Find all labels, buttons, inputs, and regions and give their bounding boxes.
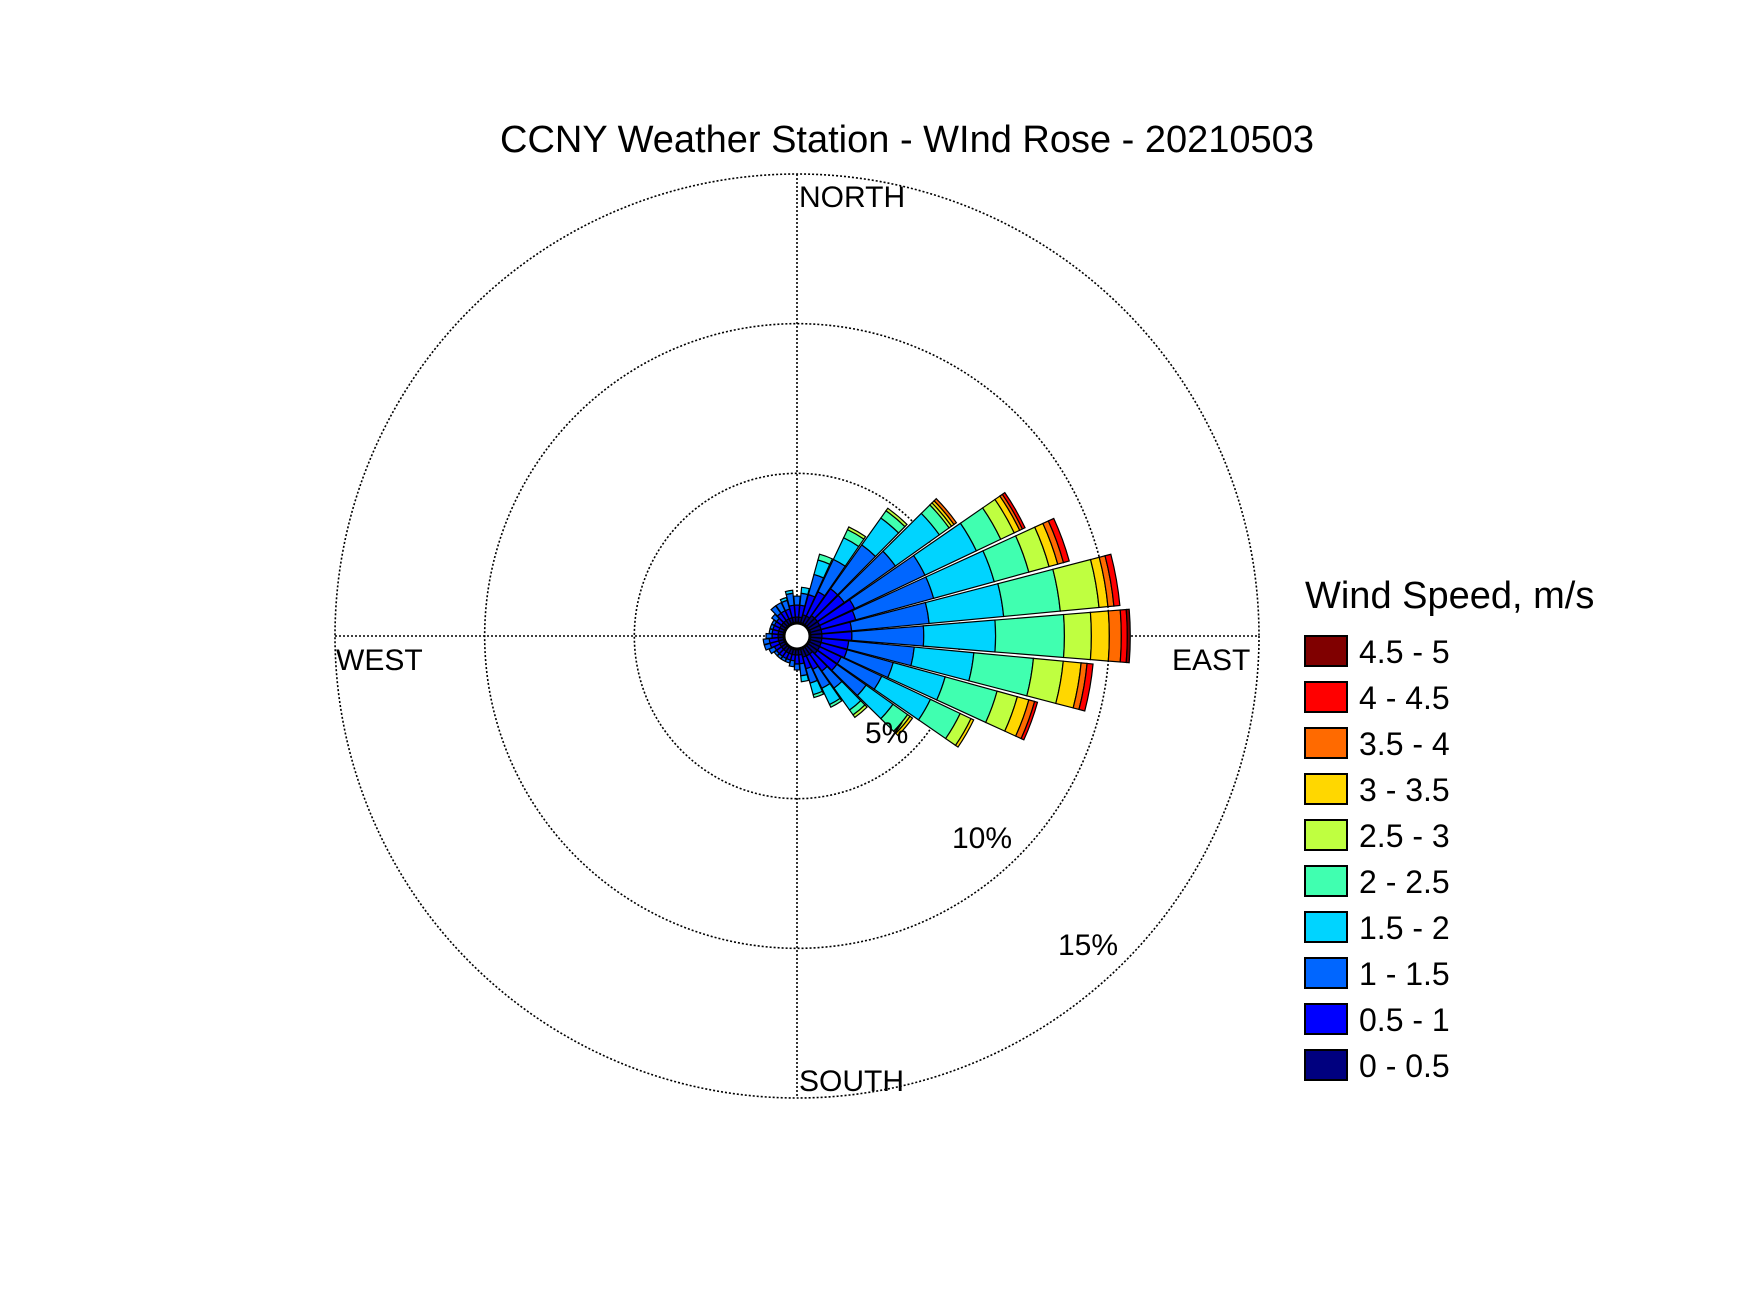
legend-swatch-5: [1304, 865, 1348, 897]
legend-label-4: 2.5 - 3: [1359, 818, 1450, 854]
sector-90-bin-6: [1089, 610, 1110, 662]
sector-60-bin-8: [1001, 491, 1026, 530]
sector-100-bin-8: [1078, 662, 1094, 712]
sector-90-bin-4: [994, 613, 1066, 659]
legend-swatch-3: [1304, 773, 1348, 805]
direction-label-north: NORTH: [799, 181, 905, 214]
sector-80-bin-8: [1104, 553, 1121, 607]
sector-90-bin-3: [922, 619, 997, 653]
legend-label-0: 4.5 - 5: [1359, 634, 1450, 670]
direction-label-east: EAST: [1172, 644, 1250, 677]
sector-130-bin-6: [894, 715, 914, 737]
ring-label-5: 5%: [865, 717, 908, 750]
sector-110-bin-8: [1020, 700, 1039, 741]
chart-title: CCNY Weather Station - WInd Rose - 20210…: [500, 119, 1314, 161]
sector-120-bin-6: [954, 717, 975, 748]
legend-swatch-7: [1304, 957, 1348, 989]
legend-swatch-4: [1304, 819, 1348, 851]
legend-label-3: 3 - 3.5: [1359, 772, 1450, 808]
sector-260-bin-2: [762, 637, 771, 646]
legend-label-6: 1.5 - 2: [1359, 910, 1450, 946]
calm-center: [782, 621, 812, 651]
ring-label-15: 15%: [1058, 929, 1118, 962]
legend-swatch-2: [1304, 727, 1348, 759]
sector-40-bin-5: [885, 507, 908, 528]
direction-label-west: WEST: [336, 644, 423, 677]
legend-label-7: 1 - 1.5: [1359, 956, 1450, 992]
sector-170-bin-3: [800, 673, 810, 683]
sector-70-bin-8: [1047, 517, 1070, 564]
legend-swatch-0: [1304, 635, 1348, 667]
sector-270-bin-2: [765, 632, 773, 640]
legend-swatch-8: [1304, 1003, 1348, 1035]
legend: 4.5 - 5 4 - 4.5 3.5 - 4 3 - 3.5 2.5 - 3 2 - 2…: [1304, 634, 1450, 1084]
sector-190-bin-2: [788, 659, 796, 668]
sector-150-bin-4: [828, 697, 843, 709]
sector-30-bin-5: [846, 526, 867, 540]
legend-swatch-9: [1304, 1049, 1348, 1081]
legend-label-9: 0 - 0.5: [1359, 1048, 1450, 1084]
wind-sectors: [762, 491, 1131, 748]
sector-20-bin-4: [817, 553, 834, 566]
legend-label-8: 0.5 - 1: [1359, 1002, 1450, 1038]
ring-label-10: 10%: [952, 822, 1012, 855]
sector-10-bin-3: [800, 586, 811, 596]
sector-50-bin-7: [933, 497, 958, 526]
legend-title: Wind Speed, m/s: [1305, 575, 1594, 617]
sector-90-bin-9: [1125, 608, 1131, 664]
legend-label-2: 3.5 - 4: [1359, 726, 1450, 762]
legend-label-1: 4 - 4.5: [1359, 680, 1450, 716]
legend-swatch-1: [1304, 681, 1348, 713]
direction-label-south: SOUTH: [799, 1065, 904, 1098]
sector-0-bin-2: [793, 595, 801, 606]
sector-180-bin-2: [793, 663, 801, 671]
sector-90-bin-7: [1107, 609, 1122, 663]
legend-label-5: 2 - 2.5: [1359, 864, 1450, 900]
sector-160-bin-4: [812, 690, 825, 699]
sector-140-bin-5: [852, 704, 868, 719]
legend-swatch-6: [1304, 911, 1348, 943]
sector-90-bin-5: [1062, 611, 1092, 661]
sector-350-bin-3: [784, 589, 794, 596]
